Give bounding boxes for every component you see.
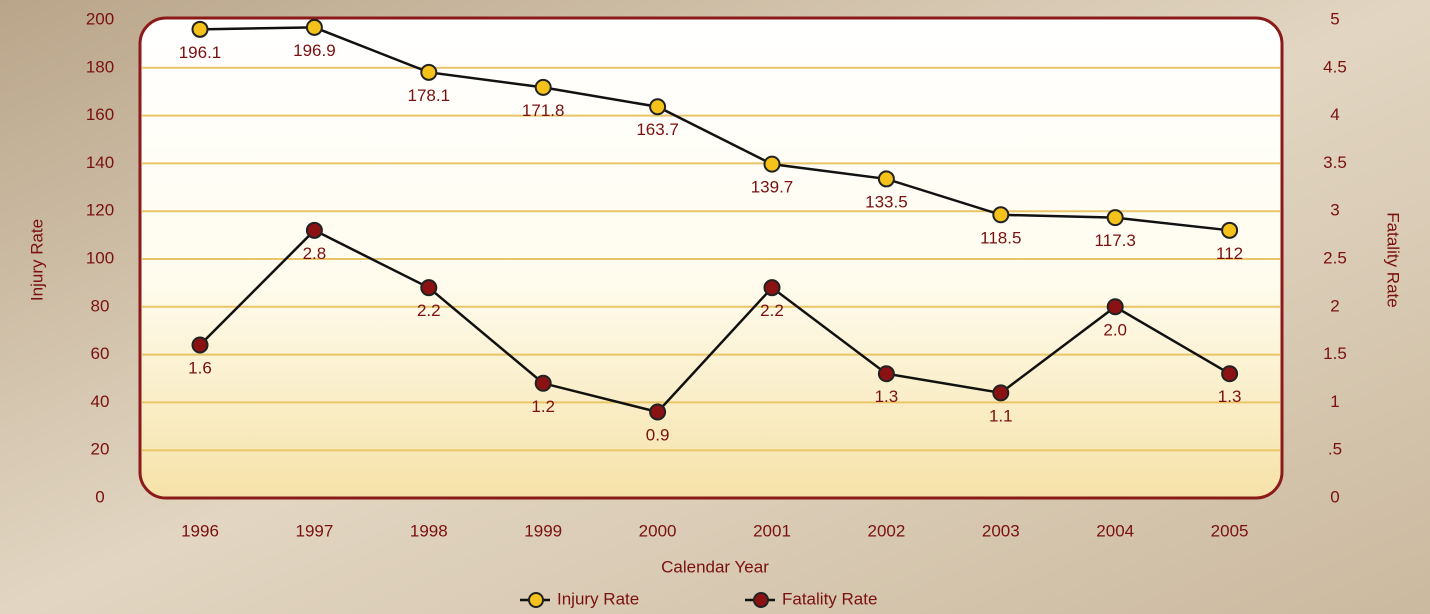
data-point — [992, 384, 1010, 402]
legend-marker — [753, 592, 769, 608]
data-point — [191, 336, 209, 354]
legend-label: Injury Rate — [557, 589, 639, 608]
data-point — [305, 221, 323, 239]
data-label: 1.3 — [1218, 387, 1242, 406]
data-point — [534, 374, 552, 392]
data-label: 2.2 — [417, 301, 441, 320]
y-tick-label: 40 — [91, 392, 110, 411]
data-label: 139.7 — [751, 178, 794, 197]
data-point — [191, 20, 209, 38]
data-label: 2.2 — [760, 301, 784, 320]
y-tick-label: 20 — [91, 440, 110, 459]
x-tick-label: 1999 — [524, 521, 562, 540]
data-label: 2.8 — [303, 244, 327, 263]
x-tick-label: 2001 — [753, 521, 791, 540]
data-label: 0.9 — [646, 425, 670, 444]
data-point — [420, 63, 438, 81]
data-label: 1.6 — [188, 359, 212, 378]
data-point — [534, 78, 552, 96]
y-tick-label: 80 — [91, 296, 110, 315]
y2-tick-label: 4 — [1330, 105, 1339, 124]
y2-tick-label: 3.5 — [1323, 153, 1347, 172]
data-point — [992, 206, 1010, 224]
y-tick-label: 200 — [86, 9, 114, 28]
y-tick-label: 100 — [86, 248, 114, 267]
data-point — [649, 403, 667, 421]
y-tick-label: 60 — [91, 344, 110, 363]
data-label: 133.5 — [865, 192, 908, 211]
y2-tick-label: 2.5 — [1323, 248, 1347, 267]
x-tick-label: 1997 — [295, 521, 333, 540]
x-tick-label: 2000 — [639, 521, 677, 540]
y-tick-label: 140 — [86, 153, 114, 172]
data-label: 178.1 — [408, 86, 451, 105]
data-label: 196.1 — [179, 43, 222, 62]
data-label: 196.9 — [293, 41, 336, 60]
data-label: 118.5 — [980, 228, 1021, 247]
data-point — [420, 279, 438, 297]
x-tick-label: 1996 — [181, 521, 219, 540]
data-point — [1221, 365, 1239, 383]
data-point — [1106, 209, 1124, 227]
data-point — [1221, 221, 1239, 239]
x-tick-label: 2005 — [1211, 521, 1249, 540]
x-tick-label: 1998 — [410, 521, 448, 540]
data-label: 1.3 — [875, 387, 899, 406]
y2-tick-label: 3 — [1330, 201, 1339, 220]
data-label: 1.1 — [989, 406, 1013, 425]
data-point — [649, 98, 667, 116]
data-label: 2.0 — [1103, 320, 1127, 339]
y-tick-label: 0 — [95, 487, 104, 506]
y-tick-label: 180 — [86, 57, 114, 76]
y-axis-title: Injury Rate — [27, 219, 46, 301]
y2-tick-label: 1 — [1330, 392, 1339, 411]
y2-tick-label: .5 — [1328, 440, 1342, 459]
data-point — [763, 279, 781, 297]
data-label: 117.3 — [1095, 231, 1136, 250]
data-point — [877, 170, 895, 188]
legend-marker — [528, 592, 544, 608]
data-label: 163.7 — [636, 120, 679, 139]
data-point — [763, 155, 781, 173]
legend-label: Fatality Rate — [782, 589, 877, 608]
y-tick-label: 120 — [86, 201, 114, 220]
y-tick-label: 160 — [86, 105, 114, 124]
y2-tick-label: 4.5 — [1323, 57, 1347, 76]
y2-tick-label: 5 — [1330, 9, 1339, 28]
y2-tick-label: 1.5 — [1323, 344, 1347, 363]
x-axis-title: Calendar Year — [661, 557, 769, 576]
data-point — [1106, 298, 1124, 316]
data-point — [305, 18, 323, 36]
y2-tick-label: 2 — [1330, 296, 1339, 315]
x-tick-label: 2004 — [1096, 521, 1134, 540]
series-line — [199, 26, 1230, 232]
data-label: 171.8 — [522, 101, 565, 120]
series-line — [199, 228, 1231, 414]
x-tick-label: 2002 — [867, 521, 905, 540]
data-label: 1.2 — [531, 397, 555, 416]
y2-tick-label: 0 — [1330, 487, 1339, 506]
y2-axis-title: Fatality Rate — [1384, 212, 1403, 307]
x-tick-label: 2003 — [982, 521, 1020, 540]
data-point — [877, 365, 895, 383]
data-label: 112 — [1216, 244, 1243, 263]
